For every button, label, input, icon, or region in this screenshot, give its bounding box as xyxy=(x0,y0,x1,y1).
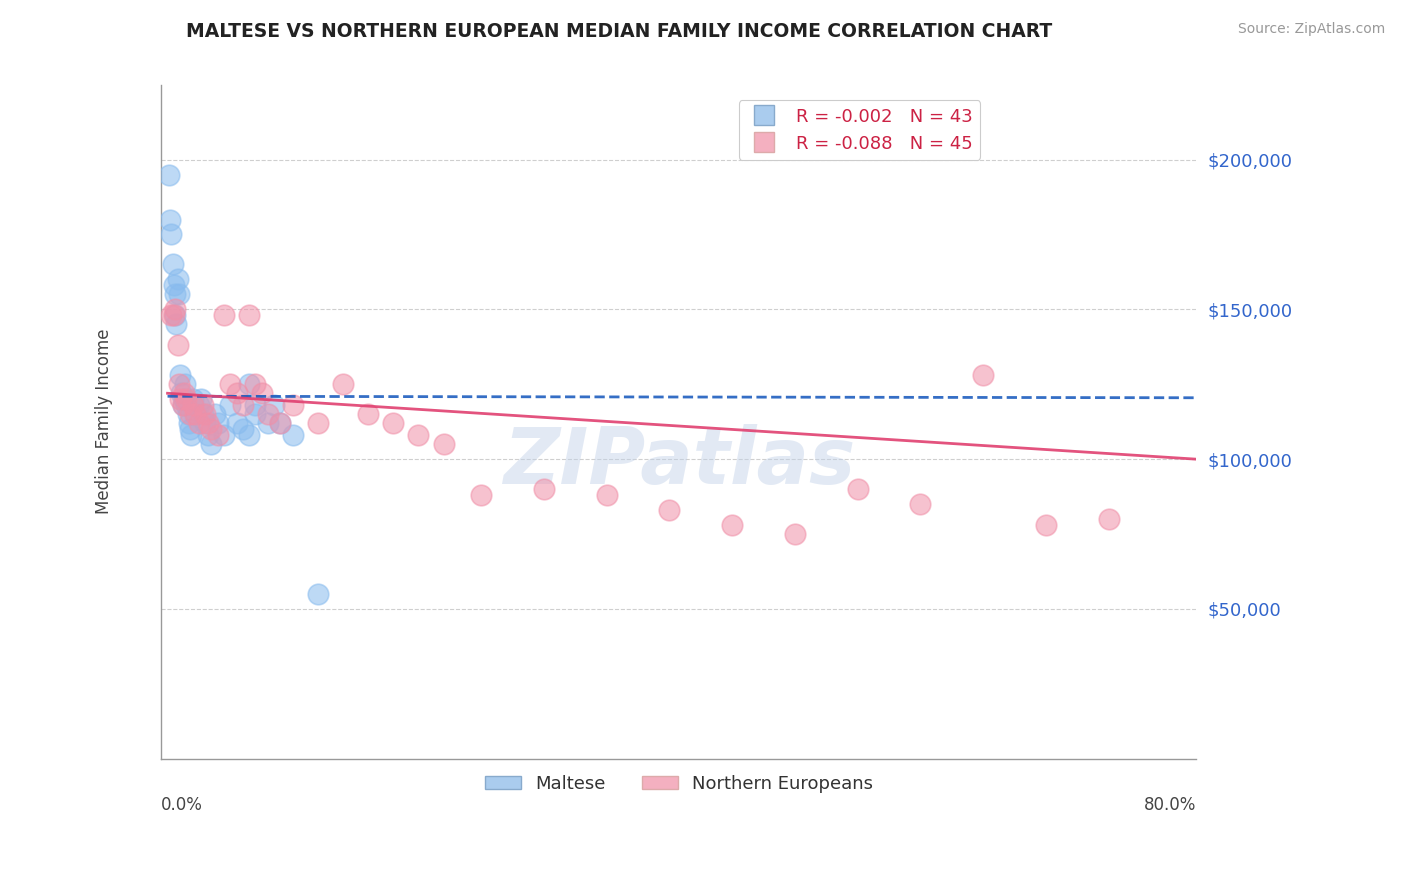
Point xyxy=(172,398,194,412)
Point xyxy=(184,407,207,421)
Point xyxy=(177,416,200,430)
Point xyxy=(181,392,204,407)
Point xyxy=(163,309,186,323)
Point xyxy=(307,416,329,430)
Point xyxy=(194,407,217,421)
Point xyxy=(179,407,201,421)
Point xyxy=(257,407,280,421)
Point xyxy=(166,272,188,286)
Point xyxy=(159,212,181,227)
Point xyxy=(204,407,226,421)
Point xyxy=(187,416,209,430)
Point xyxy=(245,398,267,412)
Point xyxy=(263,398,285,412)
Text: MALTESE VS NORTHERN EUROPEAN MEDIAN FAMILY INCOME CORRELATION CHART: MALTESE VS NORTHERN EUROPEAN MEDIAN FAMI… xyxy=(186,22,1052,41)
Text: 80.0%: 80.0% xyxy=(1144,796,1197,814)
Point xyxy=(157,168,180,182)
Point xyxy=(176,398,198,412)
Point xyxy=(160,227,183,242)
Point xyxy=(167,377,190,392)
Point xyxy=(238,428,260,442)
Point xyxy=(165,287,187,301)
Point xyxy=(257,416,280,430)
Point xyxy=(207,428,229,442)
Point xyxy=(281,398,304,412)
Point xyxy=(225,416,247,430)
Text: ZIPatlas: ZIPatlas xyxy=(503,425,855,500)
Point xyxy=(162,257,184,271)
Point xyxy=(238,377,260,392)
Point xyxy=(191,398,214,412)
Point xyxy=(357,407,380,421)
Point xyxy=(470,488,492,502)
Text: Source: ZipAtlas.com: Source: ZipAtlas.com xyxy=(1237,22,1385,37)
Point xyxy=(170,386,193,401)
Point xyxy=(245,407,267,421)
Point xyxy=(174,377,197,392)
Point xyxy=(163,278,186,293)
Point xyxy=(181,398,204,412)
Point xyxy=(408,428,430,442)
Point xyxy=(184,407,207,421)
Point xyxy=(169,368,191,383)
Point xyxy=(281,428,304,442)
Point xyxy=(972,368,994,383)
Point xyxy=(165,309,187,323)
Point xyxy=(232,398,254,412)
Point xyxy=(172,398,194,412)
Point xyxy=(180,428,202,442)
Point xyxy=(160,309,183,323)
Point xyxy=(269,416,291,430)
Point xyxy=(207,416,229,430)
Point xyxy=(187,398,209,412)
Point xyxy=(382,416,405,430)
Point xyxy=(166,338,188,352)
Point xyxy=(307,587,329,601)
Point xyxy=(200,437,222,451)
Point xyxy=(169,392,191,407)
Point xyxy=(167,287,190,301)
Point xyxy=(219,377,242,392)
Point xyxy=(212,428,235,442)
Point xyxy=(200,422,222,436)
Point xyxy=(783,527,806,541)
Point xyxy=(332,377,354,392)
Point xyxy=(191,407,214,421)
Point xyxy=(846,482,869,496)
Point xyxy=(250,386,273,401)
Point xyxy=(212,309,235,323)
Point xyxy=(190,392,212,407)
Point xyxy=(721,518,744,533)
Point xyxy=(179,422,201,436)
Point xyxy=(232,422,254,436)
Point xyxy=(910,497,932,511)
Point xyxy=(432,437,454,451)
Point xyxy=(176,407,198,421)
Point xyxy=(658,503,681,517)
Point xyxy=(595,488,617,502)
Point xyxy=(238,309,260,323)
Point xyxy=(173,392,195,407)
Point xyxy=(173,386,195,401)
Point xyxy=(165,318,187,332)
Point xyxy=(1035,518,1057,533)
Point xyxy=(197,416,219,430)
Point xyxy=(225,386,247,401)
Point xyxy=(194,416,217,430)
Point xyxy=(245,377,267,392)
Point xyxy=(1097,512,1119,526)
Point xyxy=(165,302,187,317)
Text: 0.0%: 0.0% xyxy=(162,796,202,814)
Point xyxy=(197,428,219,442)
Point xyxy=(176,392,198,407)
Point xyxy=(219,398,242,412)
Point xyxy=(533,482,555,496)
Legend: Maltese, Northern Europeans: Maltese, Northern Europeans xyxy=(477,768,880,800)
Text: Median Family Income: Median Family Income xyxy=(96,329,114,515)
Point xyxy=(269,416,291,430)
